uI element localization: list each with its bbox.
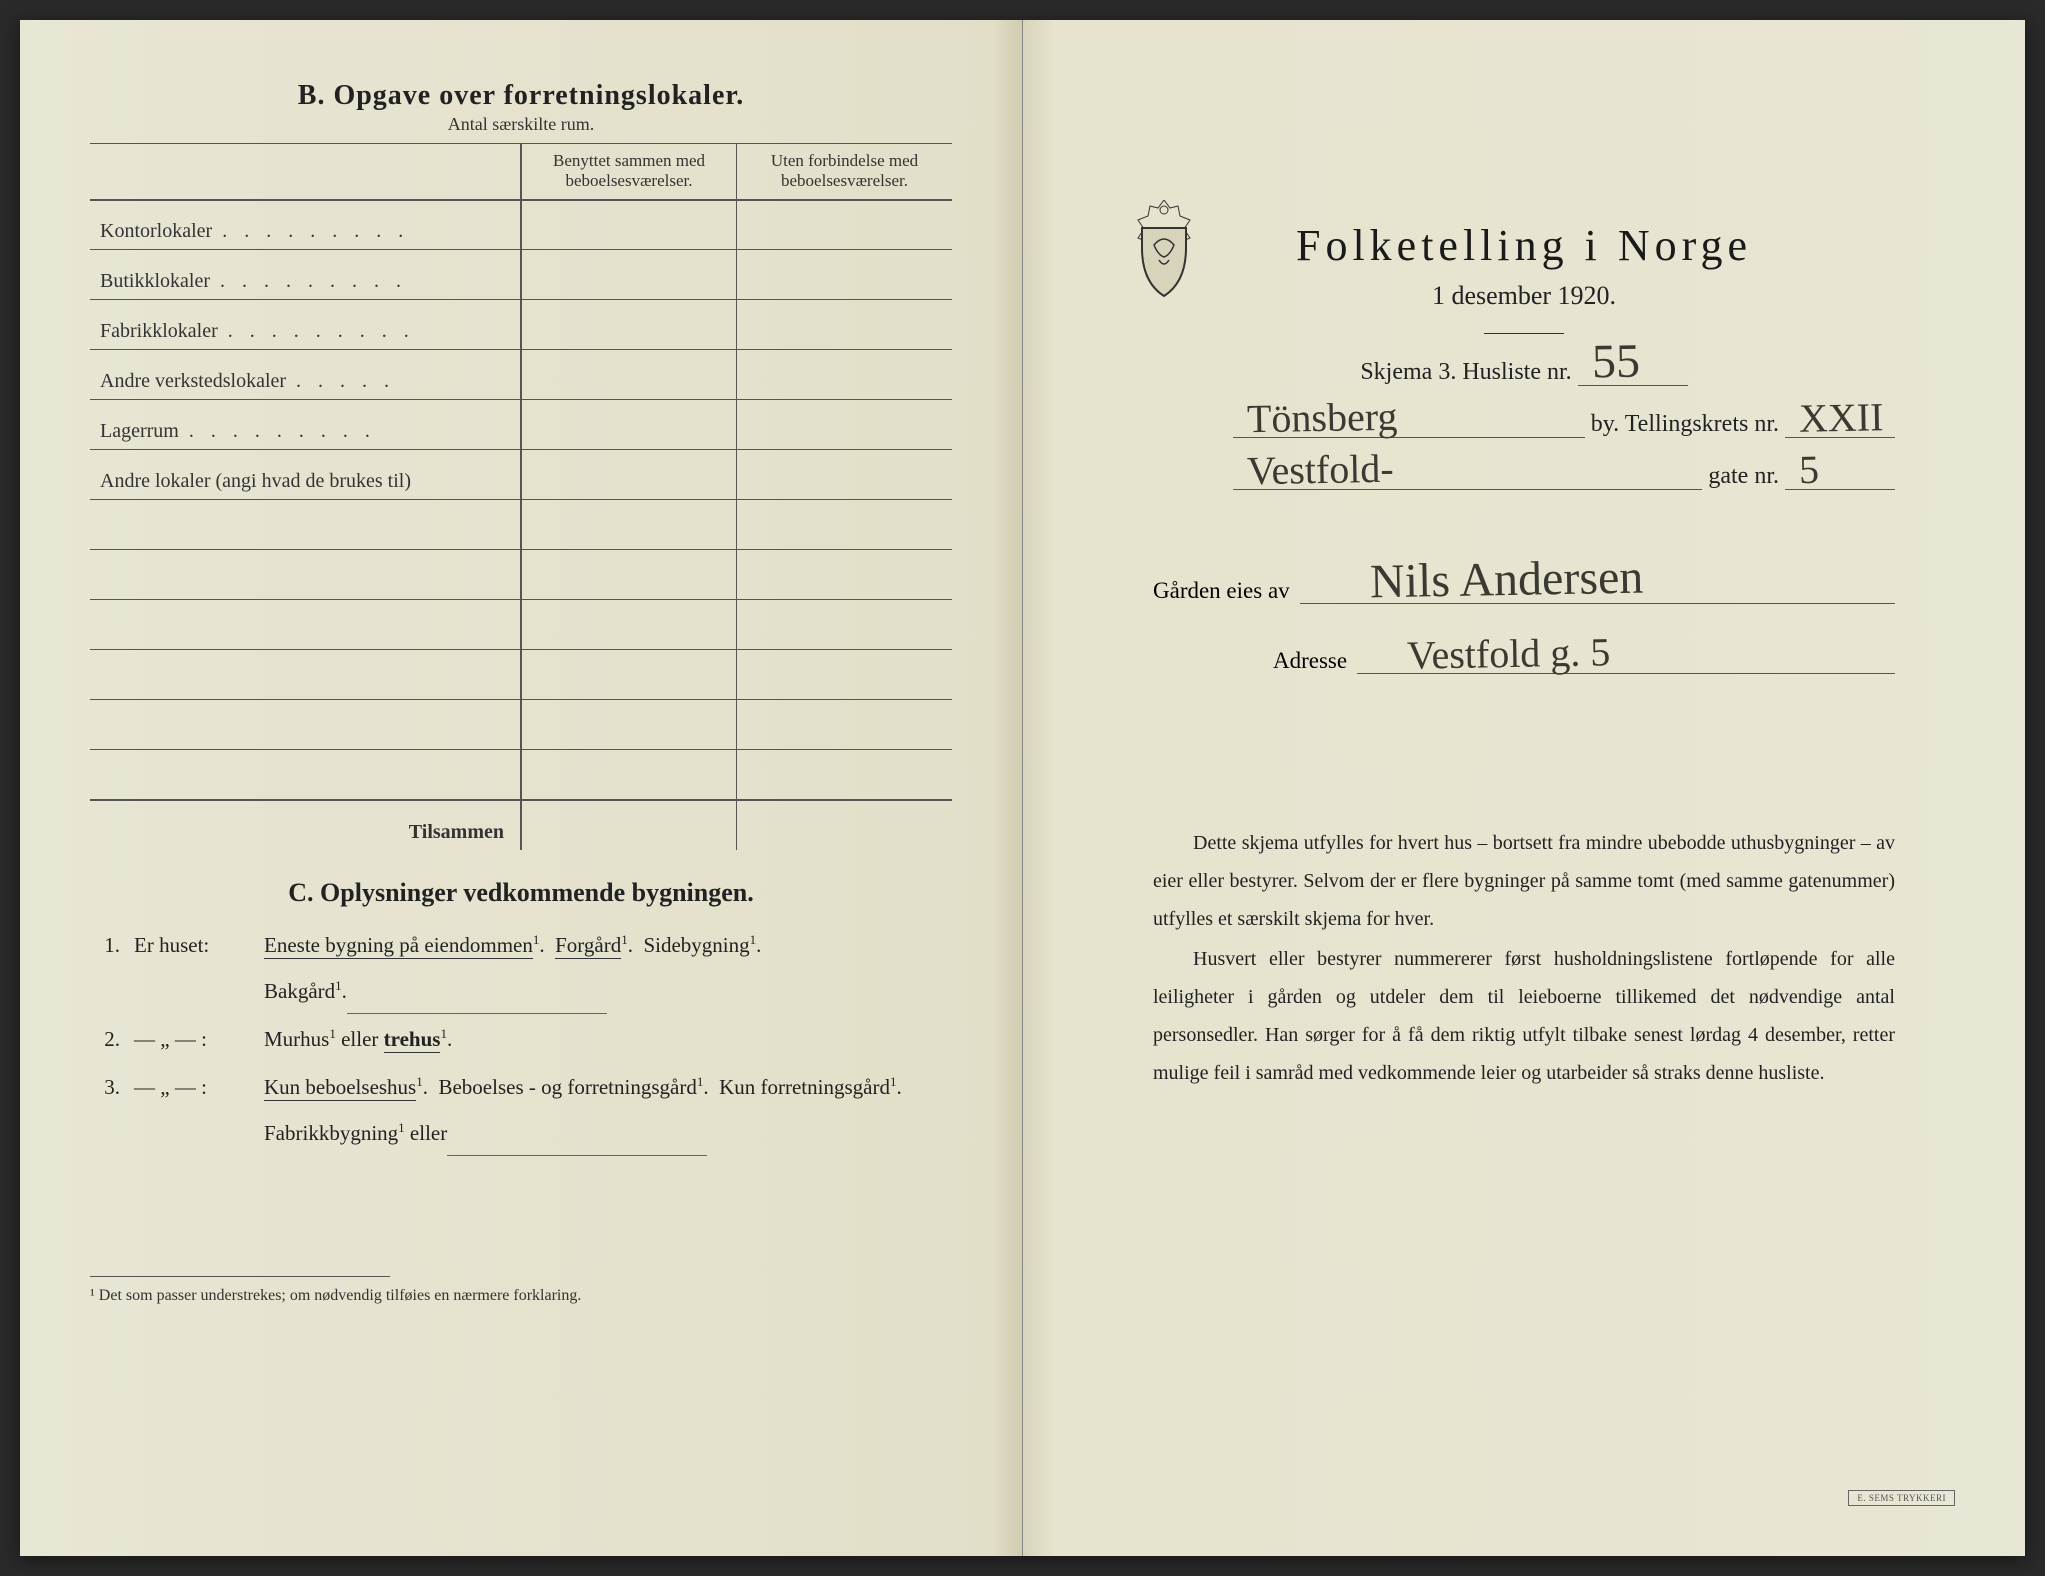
printer-stamp: E. SEMS TRYKKERI <box>1848 1490 1955 1506</box>
address-value: Vestfold g. 5 <box>1407 628 1611 679</box>
row-label: Fabrikklokaler <box>90 300 521 350</box>
census-title: Folketelling i Norge <box>1093 220 1955 271</box>
c-question-1: 1. Er huset: Eneste bygning på eiendomme… <box>90 922 952 1014</box>
col-1: Benyttet sammen med beboelsesværelser. <box>521 144 737 200</box>
instructions: Dette skjema utfylles for hvert hus – bo… <box>1153 824 1895 1092</box>
owner-value: Nils Andersen <box>1369 550 1643 610</box>
col-2: Uten forbindelse med beboelsesværelser. <box>737 144 953 200</box>
section-b-subtitle: Antal særskilte rum. <box>90 114 952 135</box>
row-label: Butikklokaler <box>90 250 521 300</box>
address-label: Adresse <box>1273 648 1347 674</box>
instr-p1: Dette skjema utfylles for hvert hus – bo… <box>1153 824 1895 938</box>
krets-value: XXII <box>1799 393 1884 441</box>
col-empty <box>90 144 521 200</box>
row-label: Lagerrum <box>90 400 521 450</box>
row-label: Andre verkstedslokaler <box>90 350 521 400</box>
document-spread: B. Opgave over forretningslokaler. Antal… <box>20 20 2025 1556</box>
gate-nr-value: 5 <box>1799 446 1820 493</box>
owner-block: Gården eies av Nils Andersen Adresse Ves… <box>1093 560 1955 674</box>
footnote: ¹ Det som passer understrekes; om nødven… <box>90 1287 952 1305</box>
gate-line: Vestfold- gate nr. 5 <box>1233 456 1895 490</box>
section-c: C. Oplysninger vedkommende bygningen. 1.… <box>90 878 952 1157</box>
schema-line: Skjema 3. Husliste nr. 55 <box>1264 352 1784 386</box>
c-question-3: 3. — „ — : Kun beboelseshus1. Beboelses … <box>90 1064 952 1156</box>
by-line: Tönsberg by. Tellingskrets nr. XXII <box>1233 404 1895 438</box>
crest-icon <box>1123 200 1205 315</box>
owner-label: Gården eies av <box>1153 578 1290 604</box>
section-b-table: Benyttet sammen med beboelsesværelser. U… <box>90 143 952 850</box>
husliste-nr-value: 55 <box>1591 334 1640 390</box>
gate-name-value: Vestfold- <box>1247 445 1394 495</box>
left-page: B. Opgave over forretningslokaler. Antal… <box>20 20 1023 1556</box>
right-page: Folketelling i Norge 1 desember 1920. Sk… <box>1023 20 2025 1556</box>
by-value: Tönsberg <box>1247 393 1398 443</box>
row-label: Kontorlokaler <box>90 200 521 250</box>
section-c-title: C. Oplysninger vedkommende bygningen. <box>90 878 952 908</box>
total-label: Tilsammen <box>90 800 521 850</box>
c-question-2: 2. — „ — : Murhus1 eller trehus1. <box>90 1016 952 1062</box>
instr-p2: Husvert eller bestyrer nummererer først … <box>1153 940 1895 1092</box>
section-b-header: B. Opgave over forretningslokaler. Antal… <box>90 80 952 135</box>
section-b-title: B. Opgave over forretningslokaler. <box>90 80 952 112</box>
row-label: Andre lokaler (angi hvad de brukes til) <box>90 450 521 500</box>
footnote-rule <box>90 1276 390 1277</box>
right-title-block: Folketelling i Norge 1 desember 1920. <box>1093 220 1955 334</box>
census-date: 1 desember 1920. <box>1093 281 1955 311</box>
